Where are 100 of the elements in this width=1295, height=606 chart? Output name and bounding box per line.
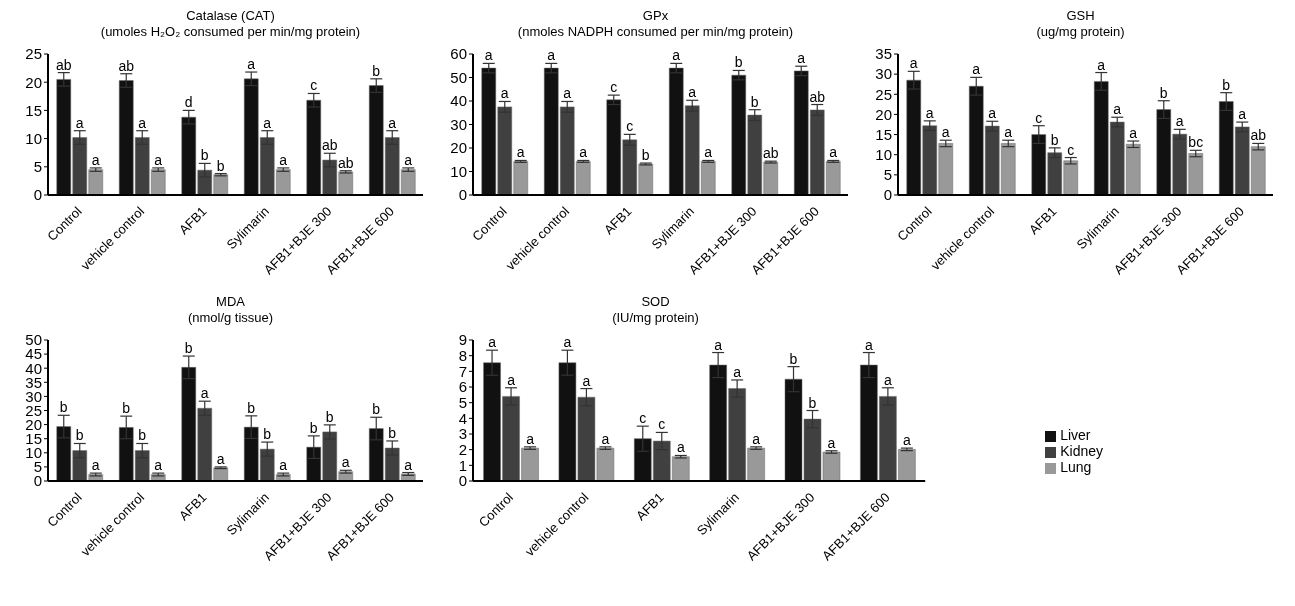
data-label: b: [75, 427, 84, 444]
data-label: a: [279, 151, 288, 168]
data-label: a: [1097, 56, 1106, 73]
data-label: ab: [337, 154, 354, 171]
data-label: b: [184, 340, 193, 357]
y-tick-label: 9: [458, 331, 467, 349]
data-label: a: [752, 430, 761, 447]
data-label: a: [154, 151, 163, 168]
data-label: a: [827, 434, 836, 451]
data-label: c: [658, 416, 666, 433]
y-tick-label: 30: [450, 115, 467, 133]
chart-subtitle: (nmoles NADPH consumed per min/mg protein): [516, 24, 795, 40]
y-tick-label: 60: [450, 45, 467, 63]
data-label: a: [1113, 101, 1122, 118]
legend-label: Lung: [1060, 459, 1092, 475]
data-label: a: [704, 144, 713, 161]
data-label: c: [639, 410, 647, 427]
y-tick-label: 2: [458, 440, 467, 458]
data-label: c: [610, 79, 618, 96]
data-label: a: [279, 457, 288, 474]
data-label: a: [972, 61, 981, 78]
data-label: a: [563, 85, 572, 102]
y-tick-label: 25: [875, 85, 892, 103]
chart-subtitle: (IU/mg protein): [611, 310, 700, 326]
y-tick-label: 0: [883, 186, 892, 204]
y-tick-label: 3: [458, 425, 467, 443]
data-label: ab: [55, 56, 72, 73]
data-label: ab: [809, 88, 826, 105]
data-label: d: [184, 94, 193, 111]
y-tick-label: 30: [875, 65, 892, 83]
data-label: b: [309, 419, 318, 436]
data-label: b: [1050, 131, 1059, 148]
data-label: a: [154, 457, 163, 474]
y-tick-label: 10: [450, 162, 467, 180]
data-label: a: [404, 151, 413, 168]
data-label: a: [733, 363, 742, 380]
data-label: ab: [321, 137, 338, 154]
data-label: a: [526, 430, 535, 447]
data-label: b: [388, 424, 397, 441]
data-label: a: [563, 334, 572, 351]
y-tick-label: 5: [883, 166, 892, 184]
y-tick-label: 20: [875, 105, 892, 123]
data-label: a: [1004, 124, 1013, 141]
data-label: a: [75, 114, 84, 131]
data-label: a: [1238, 106, 1247, 123]
y-tick-label: 7: [458, 362, 467, 380]
data-label: a: [1129, 125, 1138, 142]
data-label: ab: [1250, 127, 1267, 144]
y-tick-label: 5: [33, 158, 42, 176]
chart-title: Catalase (CAT): [185, 8, 276, 24]
y-tick-label: 5: [458, 393, 467, 411]
data-label: a: [263, 114, 272, 131]
data-label: b: [372, 62, 381, 79]
y-tick-label: 20: [25, 73, 42, 91]
y-tick-label: 0: [33, 186, 42, 204]
data-label: a: [404, 456, 413, 473]
y-tick-label: 4: [458, 409, 467, 427]
data-label: a: [488, 334, 497, 351]
y-tick-label: 0: [458, 472, 467, 490]
data-label: a: [941, 124, 950, 141]
data-label: a: [579, 144, 588, 161]
data-label: a: [672, 47, 681, 64]
data-label: b: [750, 93, 759, 110]
chart-subtitle: (umoles H₂O₂ consumed per min/mg protein): [99, 24, 362, 40]
data-label: b: [59, 399, 68, 416]
data-label: a: [500, 85, 509, 102]
data-label: ab: [762, 145, 779, 162]
chart-subtitle: (nmol/g tissue): [186, 310, 275, 326]
chart-title: GSH: [1065, 8, 1096, 24]
data-label: a: [507, 371, 516, 388]
data-label: a: [909, 55, 918, 72]
data-label: a: [547, 47, 556, 64]
data-label: b: [138, 427, 147, 444]
y-tick-label: 50: [450, 68, 467, 86]
data-label: a: [601, 430, 610, 447]
chart-title: GPx: [641, 8, 670, 24]
data-label: b: [734, 54, 743, 71]
data-label: b: [641, 147, 650, 164]
data-label: a: [91, 457, 100, 474]
data-label: b: [1222, 76, 1231, 93]
data-label: a: [714, 336, 723, 353]
data-label: b: [216, 157, 225, 174]
data-label: a: [902, 432, 911, 449]
data-label: b: [263, 426, 272, 443]
y-tick-label: 40: [450, 92, 467, 110]
y-tick-label: 6: [458, 378, 467, 396]
chart-title: MDA: [215, 294, 246, 310]
data-label: a: [138, 114, 147, 131]
data-label: a: [247, 56, 256, 73]
y-tick-label: 20: [450, 139, 467, 157]
data-label: a: [883, 371, 892, 388]
data-label: b: [1159, 84, 1168, 101]
data-label: a: [516, 144, 525, 161]
data-label: a: [864, 336, 873, 353]
data-label: c: [1035, 109, 1043, 126]
y-tick-label: 10: [875, 146, 892, 164]
data-label: a: [484, 47, 493, 64]
data-label: a: [829, 144, 838, 161]
y-tick-label: 0: [458, 186, 467, 204]
data-label: b: [372, 401, 381, 418]
